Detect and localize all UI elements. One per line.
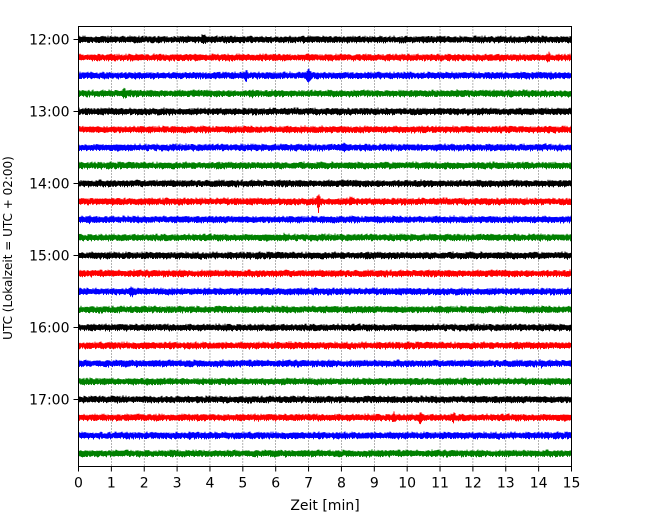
- trace-14:00: [78, 179, 572, 188]
- trace-15:45: [78, 305, 572, 314]
- trace-13:30: [78, 142, 572, 153]
- x-tick-label-15: 15: [563, 476, 581, 492]
- y-tick-label-16:00: 16:00: [29, 321, 69, 337]
- trace-12:45: [78, 87, 572, 99]
- y-tick-label-15:00: 15:00: [29, 249, 69, 265]
- trace-series: [78, 34, 572, 458]
- x-tick-label-8: 8: [337, 476, 346, 492]
- x-tick-label-0: 0: [74, 476, 83, 492]
- x-tick-label-13: 13: [497, 476, 515, 492]
- y-tick-label-14:00: 14:00: [29, 177, 69, 193]
- trace-17:45: [78, 449, 572, 458]
- y-axis-ticks: 12:00 13:00 14:00 15:00 16:00 17:00: [29, 33, 79, 409]
- trace-12:30: [78, 68, 572, 83]
- y-axis-label: UTC (Lokalzeit = UTC + 02:00): [1, 156, 15, 340]
- x-tick-label-12: 12: [464, 476, 482, 492]
- trace-17:15: [78, 411, 572, 425]
- x-tick-label-4: 4: [206, 476, 215, 492]
- x-tick-label-2: 2: [140, 476, 149, 492]
- y-tick-label-12:00: 12:00: [29, 33, 69, 49]
- x-tick-label-14: 14: [530, 476, 548, 492]
- trace-15:15: [78, 269, 572, 278]
- x-tick-label-6: 6: [271, 476, 280, 492]
- trace-17:30: [78, 431, 572, 440]
- x-tick-label-1: 1: [107, 476, 116, 492]
- trace-16:00: [78, 323, 572, 332]
- trace-13:00: [78, 107, 572, 116]
- trace-14:15: [78, 194, 572, 214]
- x-axis-ticks: 0 1 2 3 4 5 6 7 8 9 10 11 12 13 14 15: [74, 466, 581, 492]
- trace-14:45: [78, 232, 572, 242]
- x-tick-label-9: 9: [370, 476, 379, 492]
- x-tick-label-7: 7: [304, 476, 313, 492]
- trace-16:15: [78, 341, 572, 350]
- trace-12:00: [78, 34, 572, 45]
- y-tick-label-13:00: 13:00: [29, 105, 69, 121]
- trace-16:45: [78, 377, 572, 386]
- trace-13:15: [78, 125, 572, 134]
- x-tick-label-10: 10: [398, 476, 416, 492]
- plot-frame: [78, 26, 572, 467]
- trace-15:00: [78, 251, 572, 260]
- grid-lines: [111, 26, 539, 467]
- trace-12:15: [78, 51, 572, 63]
- x-tick-label-11: 11: [431, 476, 449, 492]
- x-tick-label-3: 3: [173, 476, 182, 492]
- trace-17:00: [78, 395, 572, 404]
- trace-16:30: [78, 359, 572, 369]
- trace-13:45: [78, 161, 572, 170]
- y-tick-label-17:00: 17:00: [29, 393, 69, 409]
- trace-15:30: [78, 286, 572, 298]
- x-axis-label: Zeit [min]: [290, 498, 359, 514]
- x-tick-label-5: 5: [238, 476, 247, 492]
- trace-14:30: [78, 215, 572, 225]
